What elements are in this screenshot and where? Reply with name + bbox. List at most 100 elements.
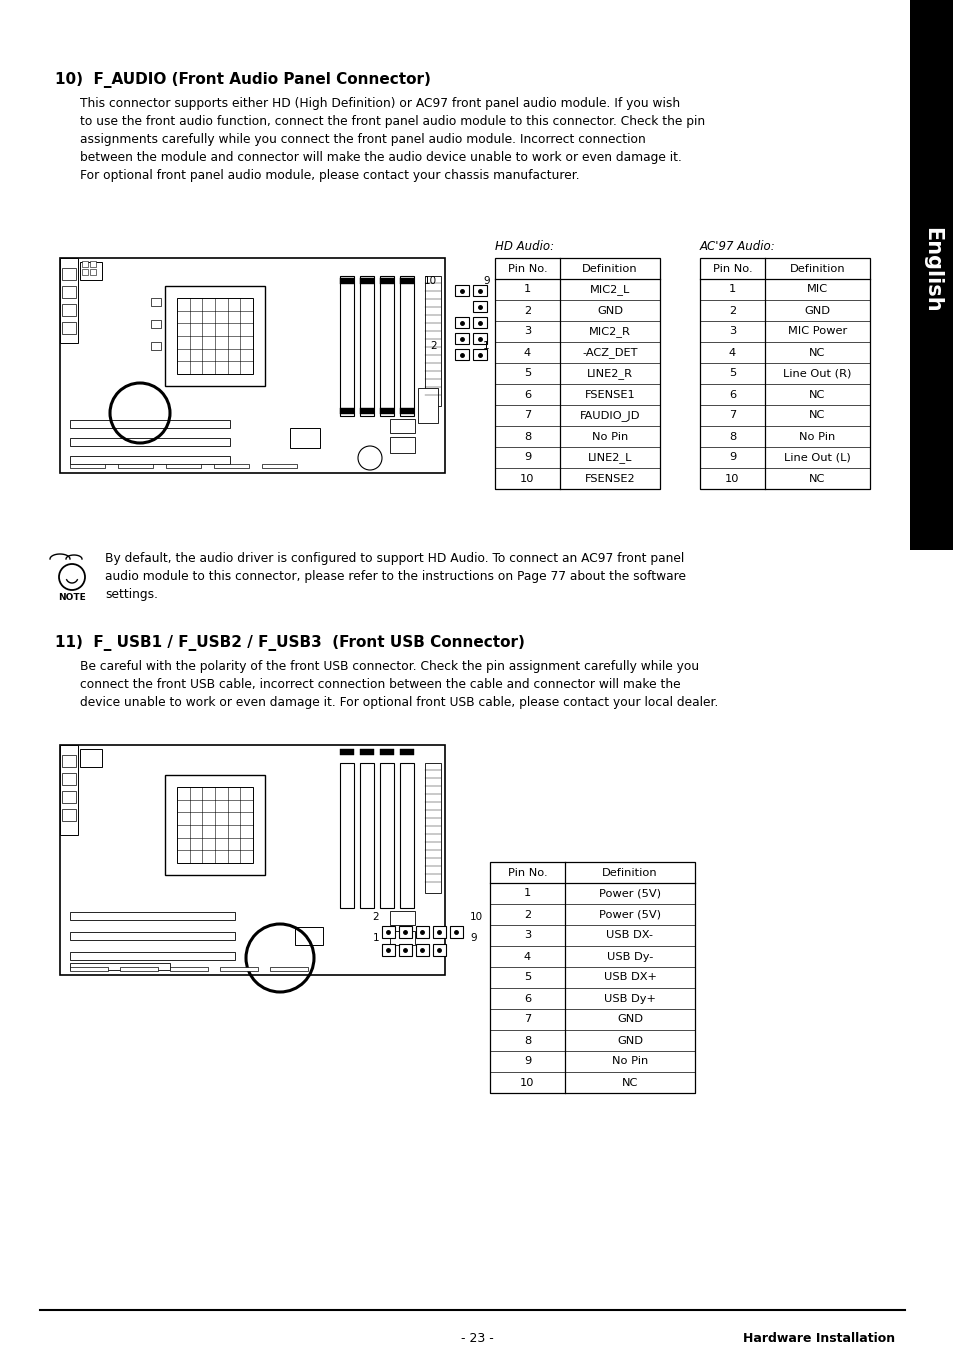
Bar <box>455 317 469 328</box>
Text: 2: 2 <box>372 913 378 922</box>
Bar <box>473 333 486 344</box>
Text: audio module to this connector, please refer to the instructions on Page 77 abou: audio module to this connector, please r… <box>105 570 685 584</box>
Bar <box>433 926 446 938</box>
Text: MIC: MIC <box>806 284 827 295</box>
Bar <box>379 408 394 414</box>
Text: HD Audio:: HD Audio: <box>495 240 554 253</box>
Text: 7: 7 <box>523 410 531 421</box>
Bar <box>450 926 462 938</box>
Bar <box>473 284 486 297</box>
Bar <box>381 926 395 938</box>
Text: USB Dy+: USB Dy+ <box>603 994 656 1003</box>
Bar <box>62 286 76 298</box>
Bar <box>339 408 354 414</box>
Bar <box>398 944 412 956</box>
Bar <box>60 259 78 343</box>
Bar <box>151 343 161 349</box>
Bar <box>166 464 201 468</box>
Text: GND: GND <box>617 1036 642 1045</box>
Bar <box>177 787 253 862</box>
Text: 10: 10 <box>470 913 482 922</box>
Bar <box>170 967 208 971</box>
Text: -ACZ_DET: -ACZ_DET <box>581 347 638 357</box>
Text: 1: 1 <box>482 341 489 351</box>
Text: 5: 5 <box>523 972 531 983</box>
Bar <box>62 756 76 766</box>
Text: FSENSE2: FSENSE2 <box>584 474 635 483</box>
Text: 1: 1 <box>372 933 378 942</box>
Bar <box>262 464 296 468</box>
Text: 4: 4 <box>523 348 531 357</box>
Text: device unable to work or even damage it. For optional front USB cable, please co: device unable to work or even damage it.… <box>80 696 718 709</box>
Bar <box>455 284 469 297</box>
Text: Pin No.: Pin No. <box>507 264 547 274</box>
Text: For optional front panel audio module, please contact your chassis manufacturer.: For optional front panel audio module, p… <box>80 169 579 181</box>
Text: settings.: settings. <box>105 588 158 601</box>
Bar <box>399 408 414 414</box>
Bar <box>390 932 415 945</box>
Text: USB Dy-: USB Dy- <box>606 952 653 961</box>
Bar <box>495 259 659 489</box>
Text: 10: 10 <box>519 474 535 483</box>
Bar <box>339 764 354 909</box>
Bar <box>390 418 415 433</box>
Text: 10: 10 <box>724 474 739 483</box>
Bar <box>82 261 88 267</box>
Text: 7: 7 <box>523 1014 531 1025</box>
Bar <box>339 276 354 416</box>
Bar <box>70 456 230 464</box>
Bar <box>379 749 394 756</box>
Bar <box>398 926 412 938</box>
Text: Be careful with the polarity of the front USB connector. Check the pin assignmen: Be careful with the polarity of the fron… <box>80 659 699 673</box>
Text: MIC2_R: MIC2_R <box>588 326 630 337</box>
Bar <box>62 305 76 315</box>
Bar <box>62 791 76 803</box>
Bar <box>700 259 869 489</box>
Text: to use the front audio function, connect the front panel audio module to this co: to use the front audio function, connect… <box>80 115 704 129</box>
Text: 1: 1 <box>523 888 531 899</box>
Text: This connector supports either HD (High Definition) or AC97 front panel audio mo: This connector supports either HD (High … <box>80 97 679 110</box>
Bar <box>177 298 253 374</box>
Bar <box>399 749 414 756</box>
Text: 9: 9 <box>523 452 531 463</box>
Bar <box>455 333 469 344</box>
Text: 10: 10 <box>519 1078 535 1087</box>
Bar <box>70 464 105 468</box>
Text: 6: 6 <box>523 390 531 399</box>
Bar <box>417 389 437 422</box>
Bar <box>220 967 257 971</box>
Text: MIC2_L: MIC2_L <box>589 284 630 295</box>
Text: No Pin: No Pin <box>799 432 835 441</box>
Bar <box>473 301 486 311</box>
Bar <box>70 963 170 969</box>
Text: 10)  F_AUDIO (Front Audio Panel Connector): 10) F_AUDIO (Front Audio Panel Connector… <box>55 72 431 88</box>
Text: 3: 3 <box>523 326 531 337</box>
Text: 4: 4 <box>523 952 531 961</box>
Bar <box>399 764 414 909</box>
Text: NC: NC <box>808 410 825 421</box>
Bar <box>70 913 234 919</box>
Text: 9: 9 <box>523 1056 531 1067</box>
Bar <box>118 464 152 468</box>
Bar <box>165 286 265 386</box>
Text: 9: 9 <box>470 933 476 942</box>
Bar <box>60 259 444 473</box>
Text: USB DX+: USB DX+ <box>603 972 656 983</box>
Bar <box>455 349 469 360</box>
Text: 10: 10 <box>423 276 436 286</box>
Text: NC: NC <box>808 348 825 357</box>
Text: 3: 3 <box>728 326 736 337</box>
Text: NC: NC <box>808 474 825 483</box>
Text: Hardware Installation: Hardware Installation <box>742 1332 894 1345</box>
Text: GND: GND <box>617 1014 642 1025</box>
Text: No Pin: No Pin <box>591 432 627 441</box>
Bar <box>70 420 230 428</box>
Bar <box>424 764 440 894</box>
Text: LINE2_L: LINE2_L <box>587 452 632 463</box>
Text: 6: 6 <box>728 390 736 399</box>
Bar <box>90 269 96 275</box>
Text: 5: 5 <box>728 368 736 379</box>
Text: English: English <box>921 227 941 313</box>
Text: 9: 9 <box>482 276 489 286</box>
Bar <box>359 278 374 284</box>
